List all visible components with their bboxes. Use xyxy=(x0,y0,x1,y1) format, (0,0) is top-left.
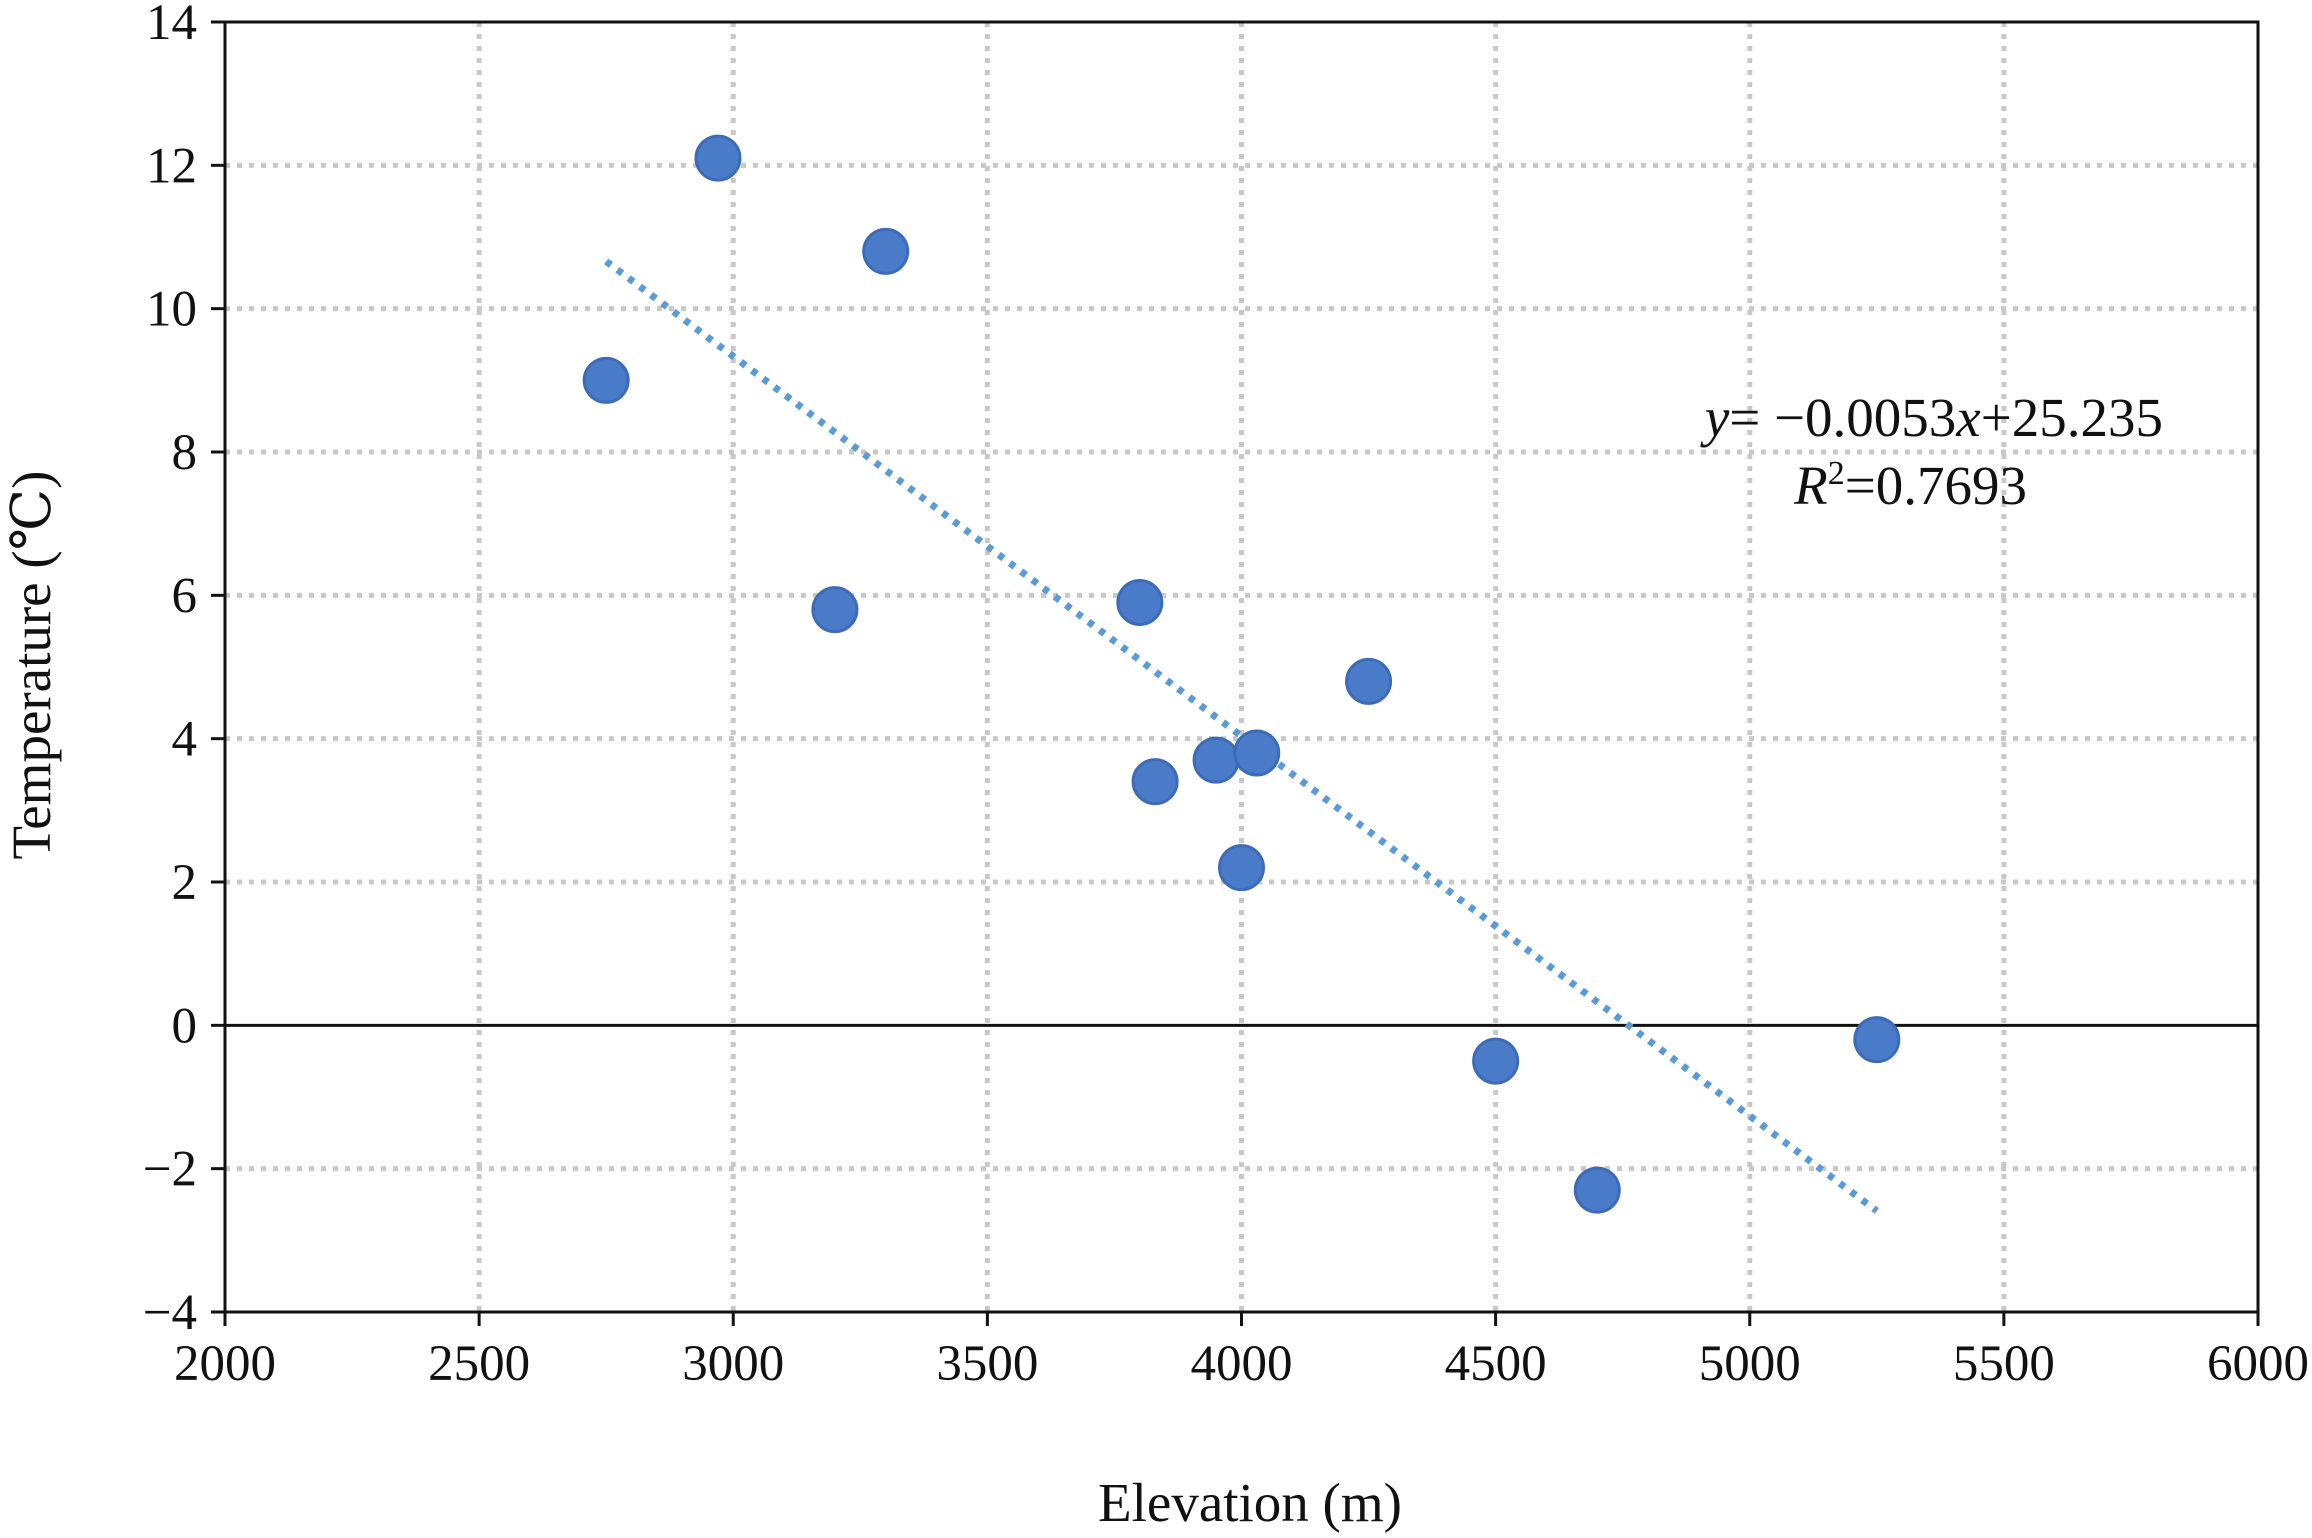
x-tick-label: 2500 xyxy=(428,1336,530,1392)
y-axis-title: Temperature (℃) xyxy=(1,470,62,859)
data-point xyxy=(582,356,630,404)
grid-lines xyxy=(225,22,2258,1312)
x-tick-label: 3000 xyxy=(682,1336,784,1392)
data-point xyxy=(694,134,742,182)
data-points xyxy=(582,134,1901,1214)
x-axis-title: Elevation (m) xyxy=(1098,1472,1402,1533)
data-point xyxy=(1853,1016,1901,1064)
data-point xyxy=(811,586,859,634)
r-squared-label: R2=0.7693 xyxy=(1793,455,2027,516)
x-tick-label: 6000 xyxy=(2207,1336,2309,1392)
equation-intercept: +25.235 xyxy=(1981,387,2163,448)
trendline-group xyxy=(604,258,1879,1214)
x-tick-label: 5000 xyxy=(1699,1336,1801,1392)
x-tick-label: 3500 xyxy=(936,1336,1038,1392)
y-tick-label: 10 xyxy=(146,282,197,338)
equation-x-var: x xyxy=(1955,387,1981,448)
trendline xyxy=(604,258,1879,1214)
y-tick-label: 14 xyxy=(146,0,197,51)
x-tick-label: 5500 xyxy=(1953,1336,2055,1392)
data-point xyxy=(1573,1166,1621,1214)
r-squared-value: =0.7693 xyxy=(1845,455,2027,516)
y-tick-labels: 14 12 10 8 6 4 2 0 −2 −4 xyxy=(143,0,197,1341)
equation-slope: = −0.0053 xyxy=(1729,387,1956,448)
data-point xyxy=(1218,844,1265,892)
regression-annotation: y= −0.0053x+25.235 R2=0.7693 xyxy=(1700,387,2163,516)
y-tick-label: 12 xyxy=(146,138,197,194)
y-tick-label: −2 xyxy=(143,1142,197,1198)
data-point xyxy=(1131,758,1179,806)
data-point xyxy=(1345,657,1393,705)
axis-ticks xyxy=(211,20,2260,1326)
data-point xyxy=(862,227,910,275)
y-tick-label: −4 xyxy=(143,1285,197,1341)
x-tick-label: 4500 xyxy=(1445,1336,1547,1392)
data-point xyxy=(1116,579,1164,626)
y-tick-label: 2 xyxy=(172,855,198,911)
x-tick-label: 2000 xyxy=(174,1336,276,1392)
data-point xyxy=(1192,736,1240,784)
equation-y-var: y xyxy=(1700,387,1730,448)
data-point xyxy=(1233,729,1281,777)
y-tick-label: 8 xyxy=(172,425,198,481)
r-squared-r: R xyxy=(1793,455,1828,516)
data-point xyxy=(1472,1037,1520,1085)
x-tick-labels: 2000 2500 3000 3500 4000 4500 5000 5500 6000 xyxy=(174,1336,2309,1392)
x-tick-label: 4000 xyxy=(1191,1336,1293,1392)
r-squared-superscript: 2 xyxy=(1828,455,1845,492)
y-tick-label: 0 xyxy=(172,998,198,1054)
y-tick-label: 4 xyxy=(172,712,198,768)
regression-equation: y= −0.0053x+25.235 xyxy=(1700,387,2163,448)
y-tick-label: 6 xyxy=(172,568,198,624)
